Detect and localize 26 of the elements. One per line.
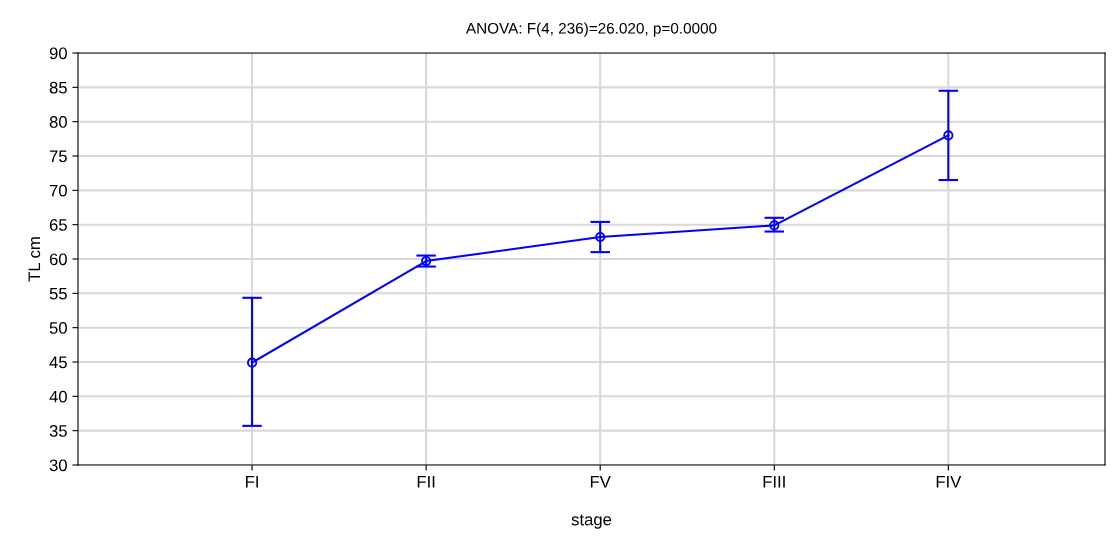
- y-tick-label: 65: [49, 219, 67, 231]
- x-tick-label: FIII: [763, 476, 785, 488]
- y-tick-label: 85: [49, 81, 67, 94]
- y-tick-label: 30: [49, 459, 67, 472]
- y-tick-label: 80: [49, 116, 67, 128]
- y-tick-label: 40: [49, 390, 67, 403]
- y-tick-label: 55: [49, 287, 67, 300]
- y-tick-label: 75: [49, 150, 67, 163]
- point: [595, 231, 606, 243]
- y-tick-label: 60: [49, 253, 67, 266]
- x-tick-label: FV: [590, 476, 611, 488]
- x-tick-label: FII: [417, 476, 435, 488]
- y-tick-label: 35: [49, 425, 67, 437]
- y-tick-label: 70: [49, 184, 67, 197]
- x-axis-title: stage: [571, 514, 612, 529]
- y-tick-label: 50: [49, 322, 67, 334]
- y-tick-label: 45: [49, 356, 67, 369]
- point: [246, 357, 258, 368]
- point: [769, 220, 780, 231]
- y-tick-label: 90: [49, 47, 67, 60]
- y-axis-title: TL cm: [28, 237, 41, 282]
- x-tick-label: FI: [246, 476, 258, 488]
- point: [421, 255, 432, 267]
- point: [943, 130, 954, 141]
- x-tick-label: FIV: [936, 476, 962, 488]
- chart-title: ANOVA: F(4, 236)=26.020, p=0.0000: [465, 22, 717, 37]
